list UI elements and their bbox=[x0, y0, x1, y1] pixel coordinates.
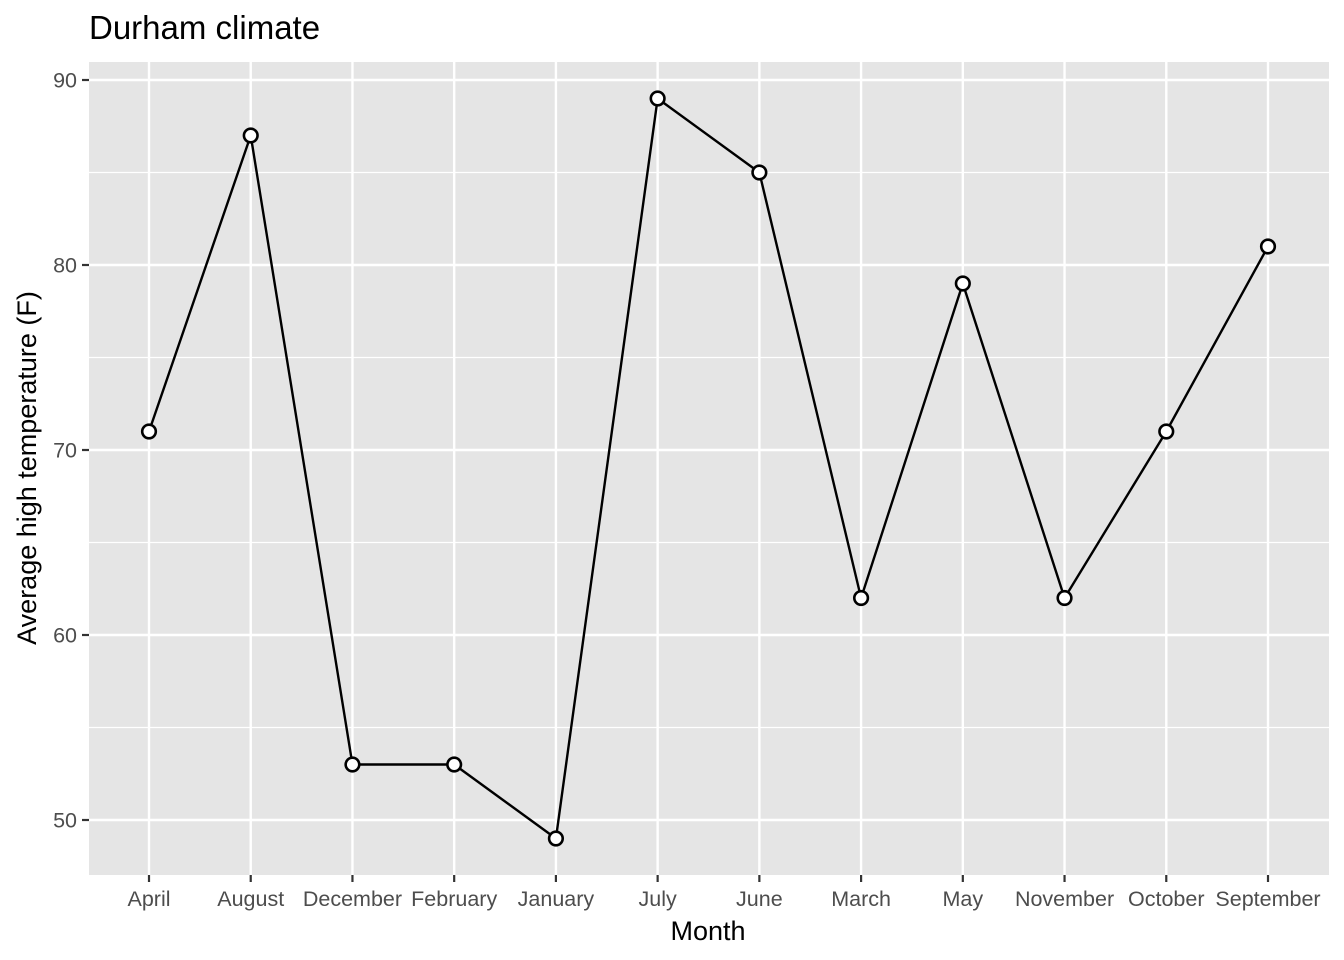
x-tick-label-june: June bbox=[736, 887, 783, 911]
axis-ticks bbox=[82, 78, 1270, 882]
x-tick-label-january: January bbox=[518, 887, 595, 911]
data-point-january bbox=[547, 830, 565, 847]
data-point-september bbox=[1259, 238, 1277, 255]
x-tick-label-october: October bbox=[1128, 887, 1204, 911]
minor-gridlines bbox=[89, 171, 1329, 729]
y-tick-label-80: 80 bbox=[53, 254, 77, 278]
series-line bbox=[147, 97, 1270, 840]
x-tick-label-september: September bbox=[1215, 887, 1320, 911]
data-point-may bbox=[954, 275, 971, 292]
tick-labels: 50 60 70 80 90 April August December February Jan… bbox=[53, 69, 1321, 912]
x-tick-label-may: May bbox=[943, 887, 984, 911]
data-point-august bbox=[242, 127, 259, 144]
data-point-march bbox=[852, 589, 870, 607]
x-tick-label-november: November bbox=[1015, 887, 1114, 911]
y-tick-label-60: 60 bbox=[53, 624, 77, 648]
x-tick-label-december: December bbox=[303, 887, 402, 911]
chart-title: Durham climate bbox=[89, 9, 320, 46]
y-tick-label-50: 50 bbox=[53, 809, 77, 833]
major-gridlines bbox=[89, 62, 1329, 875]
y-tick-label-90: 90 bbox=[53, 69, 77, 93]
data-point-july bbox=[649, 90, 666, 107]
data-point-november bbox=[1056, 589, 1073, 607]
x-tick-label-august: August bbox=[217, 887, 284, 911]
data-point-october bbox=[1158, 423, 1175, 440]
y-axis-title: Average high temperature (F) bbox=[12, 291, 42, 645]
data-point-december bbox=[344, 756, 361, 773]
data-point-april bbox=[140, 423, 158, 440]
x-tick-label-march: March bbox=[831, 887, 891, 911]
x-axis-title: Month bbox=[670, 916, 745, 946]
points-group bbox=[140, 90, 1277, 847]
data-point-february bbox=[446, 756, 463, 773]
plot-panel bbox=[89, 62, 1329, 875]
series-group bbox=[147, 97, 1270, 840]
x-tick-label-february: February bbox=[411, 887, 497, 911]
y-tick-label-70: 70 bbox=[53, 439, 77, 463]
x-tick-label-april: April bbox=[127, 887, 170, 911]
x-tick-label-july: July bbox=[639, 887, 677, 911]
data-point-june bbox=[751, 164, 768, 181]
